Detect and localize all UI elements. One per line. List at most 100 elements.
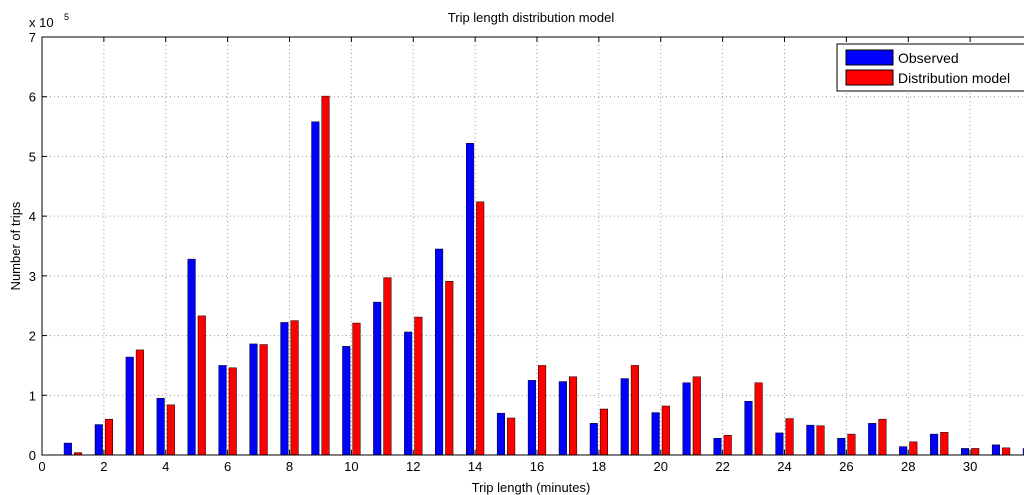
bar-model-26 [847,433,856,456]
bar-observed-22 [713,438,722,456]
grid-lines [42,37,1024,455]
bar-observed-26 [837,438,846,456]
ticks: 0246810121416182022242628303201234567 [29,30,978,474]
bar-model-25 [816,425,825,456]
bar-observed-24 [775,432,784,456]
x-tick-label: 18 [592,459,606,474]
y-tick-label: 7 [29,30,36,45]
bar-model-16 [538,365,547,456]
x-tick-label: 22 [715,459,729,474]
bar-observed-13 [435,248,444,456]
bar-observed-3 [125,356,134,456]
bar-model-29 [940,432,949,456]
legend-label-model: Distribution model [898,70,1010,86]
bar-model-30 [971,448,980,456]
x-tick-label: 14 [468,459,482,474]
bar-observed-16 [527,380,536,456]
bar-model-11 [383,277,392,456]
bar-model-23 [754,382,763,456]
x-tick-label: 24 [777,459,791,474]
bar-observed-17 [558,381,567,456]
bar-observed-28 [899,446,908,456]
x-tick-label: 6 [224,459,231,474]
y-multiplier-exponent: 5 [64,12,69,22]
bar-observed-4 [156,398,165,456]
x-tick-label: 26 [839,459,853,474]
bar-model-13 [445,280,454,456]
bar-observed-27 [868,423,877,456]
bar-observed-20 [651,412,660,456]
x-tick-label: 20 [654,459,668,474]
bar-model-5 [197,315,206,456]
y-tick-label: 4 [29,209,36,224]
bar-model-24 [785,418,794,456]
bar-observed-30 [961,448,970,456]
bar-observed-10 [342,346,351,456]
bar-observed-6 [218,365,227,456]
bar-model-9 [321,95,330,456]
y-axis-label: Number of trips [8,201,23,290]
x-axis-label: Trip length (minutes) [472,480,591,495]
bar-model-18 [599,408,608,456]
y-tick-label: 1 [29,388,36,403]
bar-observed-1 [63,442,72,456]
legend-swatch-observed [845,49,894,66]
bar-observed-12 [404,331,413,456]
chart-title: Trip length distribution model [448,10,615,25]
bar-observed-8 [280,322,289,456]
bar-observed-15 [496,412,506,456]
bar-observed-21 [682,382,691,456]
x-tick-label: 30 [963,459,977,474]
bar-model-7 [259,344,268,456]
x-tick-label: 4 [162,459,169,474]
bar-model-21 [692,376,701,456]
bar-model-27 [878,418,887,456]
x-tick-label: 8 [286,459,293,474]
bar-model-10 [352,322,361,456]
y-tick-label: 5 [29,149,36,164]
y-tick-label: 2 [29,329,36,344]
bar-observed-5 [187,258,196,456]
bar-model-20 [661,405,670,456]
bar-model-15 [507,417,516,456]
y-tick-label: 0 [29,448,36,463]
bar-observed-11 [373,301,382,456]
y-multiplier-base: x 10 [29,15,54,30]
bar-observed-31 [991,444,1001,456]
y-tick-label: 3 [29,269,36,284]
x-tick-label: 28 [901,459,915,474]
bar-model-12 [414,316,423,456]
bar-observed-2 [94,424,103,456]
legend: Observed Distribution model [836,43,1024,92]
bar-observed-29 [930,433,939,456]
x-tick-label: 16 [530,459,544,474]
bar-model-28 [909,441,918,456]
bar-observed-19 [620,378,629,456]
bar-model-22 [723,435,732,456]
y-multiplier: x 10 5 [29,12,69,30]
legend-label-observed: Observed [898,50,959,66]
bar-model-17 [568,376,578,456]
x-tick-label: 12 [406,459,420,474]
bar-model-14 [476,201,485,456]
bars [63,95,1024,456]
bar-observed-23 [744,401,753,456]
x-tick-label: 10 [344,459,358,474]
bar-observed-14 [466,143,475,456]
legend-swatch-model [845,69,894,86]
x-tick-label: 0 [38,459,45,474]
bar-model-19 [630,365,639,456]
bar-observed-7 [249,343,258,456]
bar-model-3 [135,349,144,456]
bar-observed-9 [311,121,320,456]
bar-observed-18 [589,423,598,456]
bar-model-8 [290,320,299,456]
bar-model-6 [228,367,237,456]
bar-observed-25 [806,424,815,456]
bar-model-2 [104,418,113,456]
bar-model-4 [166,404,175,456]
x-tick-label: 2 [100,459,107,474]
bar-model-31 [1002,447,1011,456]
y-tick-label: 6 [29,90,36,105]
